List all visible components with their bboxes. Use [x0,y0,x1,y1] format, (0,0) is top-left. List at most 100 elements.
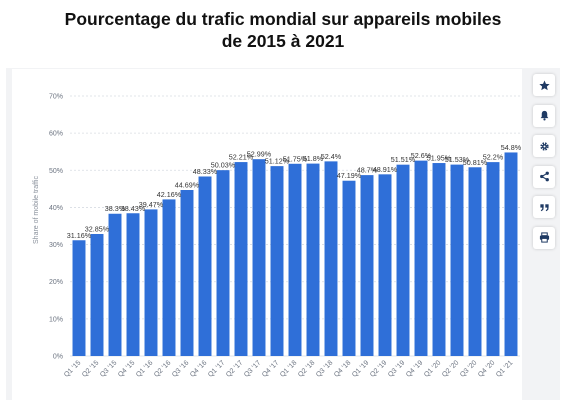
data-label: 51.95% [427,154,452,163]
x-tick-label: Q2 '18 [297,359,316,378]
data-label: 38.3% [105,204,126,213]
data-label: 39.47% [139,200,164,209]
bar[interactable] [234,162,248,356]
bar[interactable] [324,161,338,356]
bar[interactable] [486,162,500,356]
bell-icon [540,110,548,121]
bar[interactable] [306,163,320,356]
print-icon [539,232,549,243]
y-tick-label: 70% [49,94,63,101]
bar[interactable] [162,199,176,356]
bar[interactable] [360,175,374,356]
bar[interactable] [90,233,104,356]
data-label: 52.99% [247,150,272,159]
y-tick-label: 10% [49,316,63,323]
data-label: 54.8% [501,143,522,152]
bar[interactable] [468,167,482,356]
share-icon [539,171,549,182]
settings-button[interactable] [533,135,555,157]
data-label: 38.43% [121,204,146,213]
x-tick-label: Q2 '17 [225,359,244,378]
x-tick-label: Q3 '17 [243,359,262,378]
chart-toolbar [533,74,555,257]
bar[interactable] [504,152,518,356]
x-tick-label: Q4 '18 [333,359,352,378]
share-button[interactable] [533,165,555,188]
bar[interactable] [396,164,410,356]
bar[interactable] [432,163,446,356]
bar[interactable] [180,190,194,356]
chart-title-line-2: de 2015 à 2021 [221,31,345,51]
bar[interactable] [252,159,266,356]
x-tick-label: Q3 '20 [459,359,478,378]
data-label: 52.2% [483,153,504,162]
bar[interactable] [198,176,212,356]
y-axis-label: Share of mobile traffic [33,176,40,244]
quote-icon [539,203,549,211]
data-label: 44.69% [175,181,200,190]
x-tick-label: Q3 '18 [315,359,334,378]
data-label: 31.16% [67,231,92,240]
x-tick-label: Q1 '15 [63,359,82,378]
x-tick-label: Q3 '15 [99,359,118,378]
x-tick-label: Q4 '17 [261,359,280,378]
data-label: 52.21% [229,153,254,162]
data-label: 51.8% [303,154,324,163]
bar[interactable] [108,213,122,356]
x-tick-label: Q3 '19 [387,359,406,378]
chart-title-line-1: Pourcentage du trafic mondial sur appare… [64,9,502,29]
data-label: 52.6% [411,151,432,160]
bar[interactable] [288,163,302,356]
y-tick-label: 30% [49,242,63,249]
x-tick-label: Q4 '15 [117,359,136,378]
bar[interactable] [270,166,284,356]
data-label: 52.4% [321,152,342,161]
chart-title: Pourcentage du trafic mondial sur appare… [0,8,566,52]
x-tick-label: Q1 '18 [279,359,298,378]
x-tick-label: Q1 '21 [495,359,514,378]
data-label: 42.16% [157,190,182,199]
gear-icon [539,141,549,151]
bar[interactable] [414,160,428,356]
x-tick-label: Q4 '19 [405,359,424,378]
bar[interactable] [378,174,392,356]
data-label: 50.81% [463,158,488,167]
data-label: 48.7% [357,166,378,175]
x-tick-label: Q2 '20 [441,359,460,378]
bar[interactable] [450,164,464,356]
bar[interactable] [216,170,230,356]
y-tick-label: 40% [49,205,63,212]
data-label: 50.03% [211,161,236,170]
x-tick-label: Q2 '15 [81,359,100,378]
x-tick-label: Q1 '17 [207,359,226,378]
data-label: 51.53% [445,155,470,164]
notification-button[interactable] [533,104,555,127]
x-tick-label: Q4 '20 [477,359,496,378]
x-tick-label: Q1 '16 [135,359,154,378]
x-tick-label: Q1 '19 [351,359,370,378]
data-label: 51.51% [391,155,416,164]
data-label: 51.12% [265,157,290,166]
x-tick-label: Q3 '16 [171,359,190,378]
bookmark-button[interactable] [533,74,555,96]
data-label: 47.19% [337,171,362,180]
x-tick-label: Q4 '16 [189,359,208,378]
y-tick-label: 60% [49,131,63,138]
data-label: 48.33% [193,167,218,176]
x-tick-label: Q2 '16 [153,359,172,378]
cite-button[interactable] [533,196,555,218]
print-button[interactable] [533,226,555,249]
y-tick-label: 50% [49,168,63,175]
data-label: 32.85% [85,224,110,233]
y-tick-label: 20% [49,279,63,286]
x-tick-label: Q1 '20 [423,359,442,378]
data-label: 51.75% [283,154,308,163]
bar[interactable] [126,213,140,356]
y-tick-label: 0% [53,354,63,361]
bar[interactable] [342,180,356,356]
x-tick-label: Q2 '19 [369,359,388,378]
bar[interactable] [72,240,86,356]
star-icon [538,79,550,90]
bar[interactable] [144,209,158,356]
